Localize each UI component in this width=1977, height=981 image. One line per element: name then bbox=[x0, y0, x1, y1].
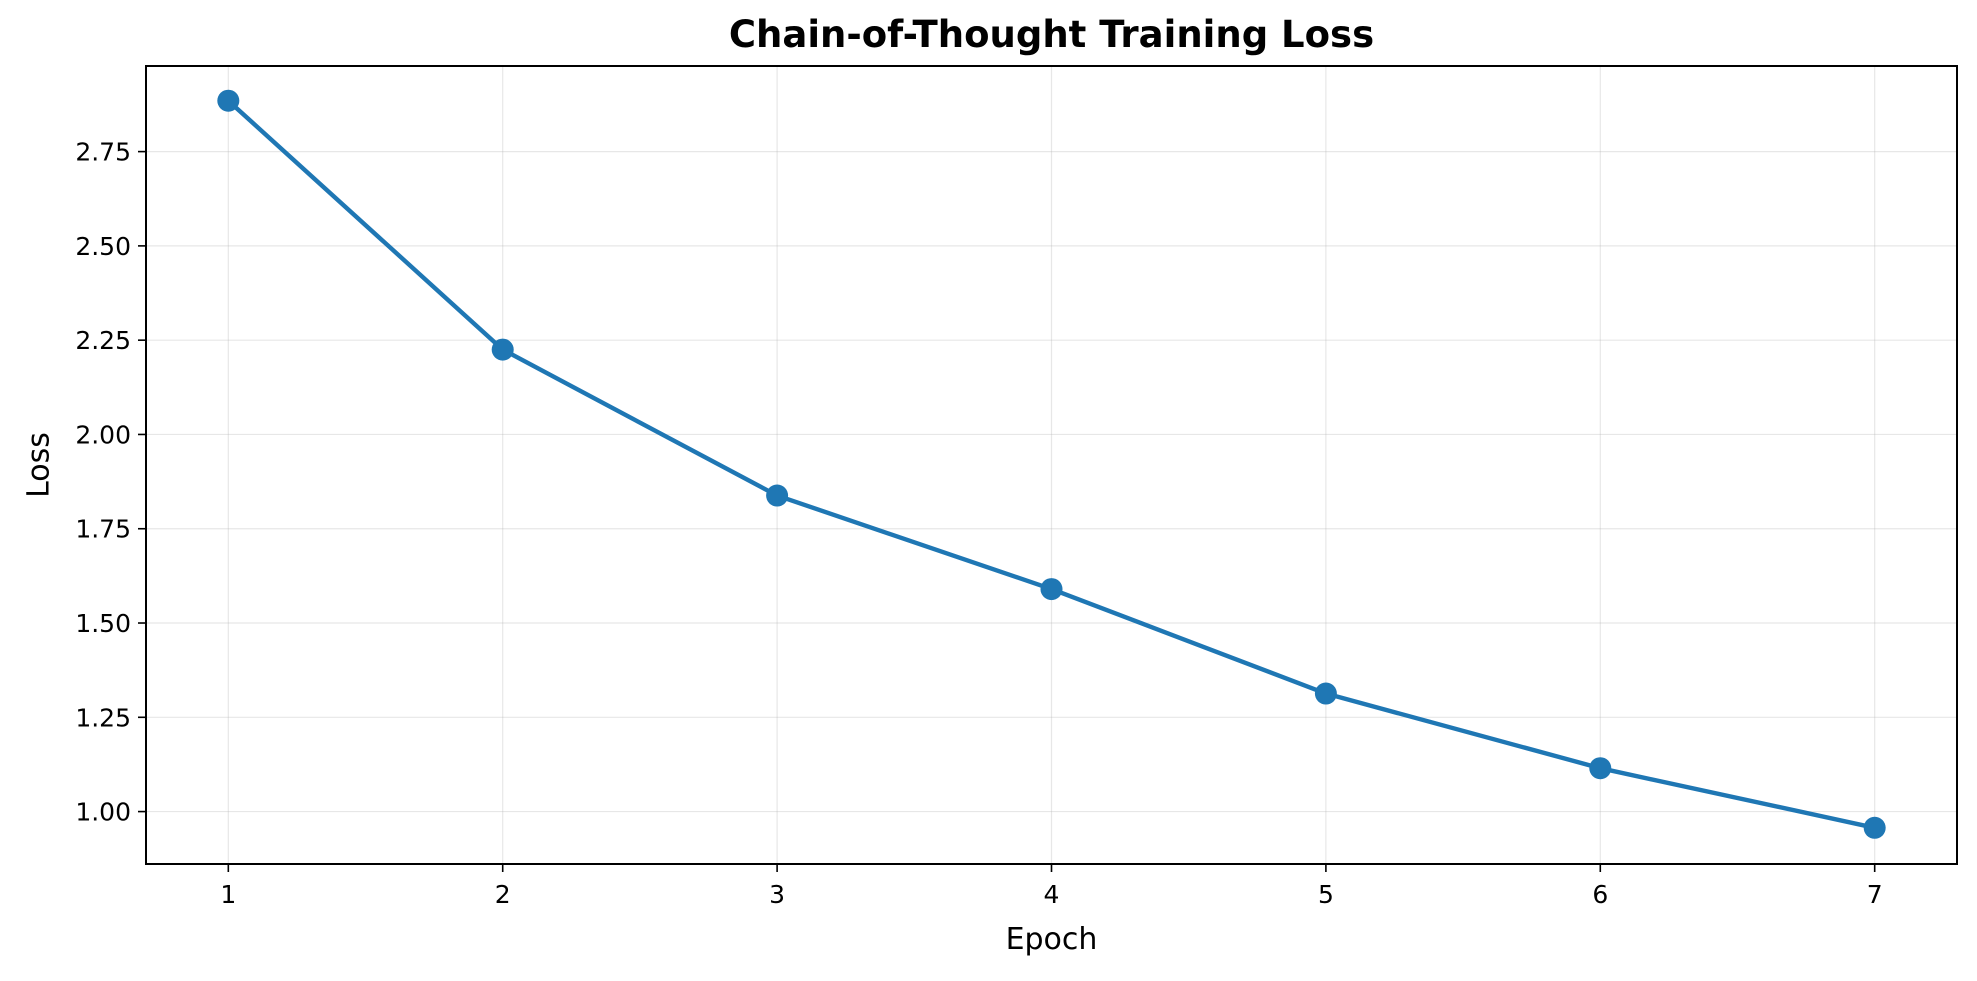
data-point bbox=[1863, 816, 1886, 839]
data-point bbox=[1040, 578, 1063, 601]
x-axis-label: Epoch bbox=[1006, 922, 1098, 957]
y-tick-label: 1.50 bbox=[75, 609, 131, 638]
x-tick-label: 7 bbox=[1867, 880, 1883, 909]
ticks-layer: 1 2 3 4 5 6 7 1.00 1.25 1.50 1.75 2.00 2.25 2.50 2.75 bbox=[75, 138, 1882, 909]
y-tick-label: 1.25 bbox=[75, 703, 131, 732]
y-tick-label: 2.75 bbox=[75, 138, 131, 167]
data-point bbox=[1314, 682, 1337, 705]
x-tick-label: 1 bbox=[220, 880, 236, 909]
y-tick-label: 1.00 bbox=[75, 798, 131, 827]
x-tick-label: 2 bbox=[495, 880, 511, 909]
data-point bbox=[1589, 757, 1612, 780]
y-tick-label: 1.75 bbox=[75, 515, 131, 544]
y-axis-label: Loss bbox=[22, 432, 57, 498]
series-layer bbox=[217, 89, 1886, 839]
y-tick-label: 2.00 bbox=[75, 420, 131, 449]
data-point bbox=[217, 89, 240, 112]
data-point bbox=[491, 338, 514, 361]
grid-layer bbox=[146, 66, 1957, 864]
x-tick-label: 4 bbox=[1044, 880, 1060, 909]
x-tick-label: 5 bbox=[1318, 880, 1334, 909]
data-point bbox=[766, 484, 789, 507]
y-tick-label: 2.25 bbox=[75, 326, 131, 355]
chart-title: Chain-of-Thought Training Loss bbox=[729, 13, 1374, 56]
y-tick-label: 2.50 bbox=[75, 232, 131, 261]
x-tick-label: 3 bbox=[769, 880, 785, 909]
x-tick-label: 6 bbox=[1592, 880, 1608, 909]
